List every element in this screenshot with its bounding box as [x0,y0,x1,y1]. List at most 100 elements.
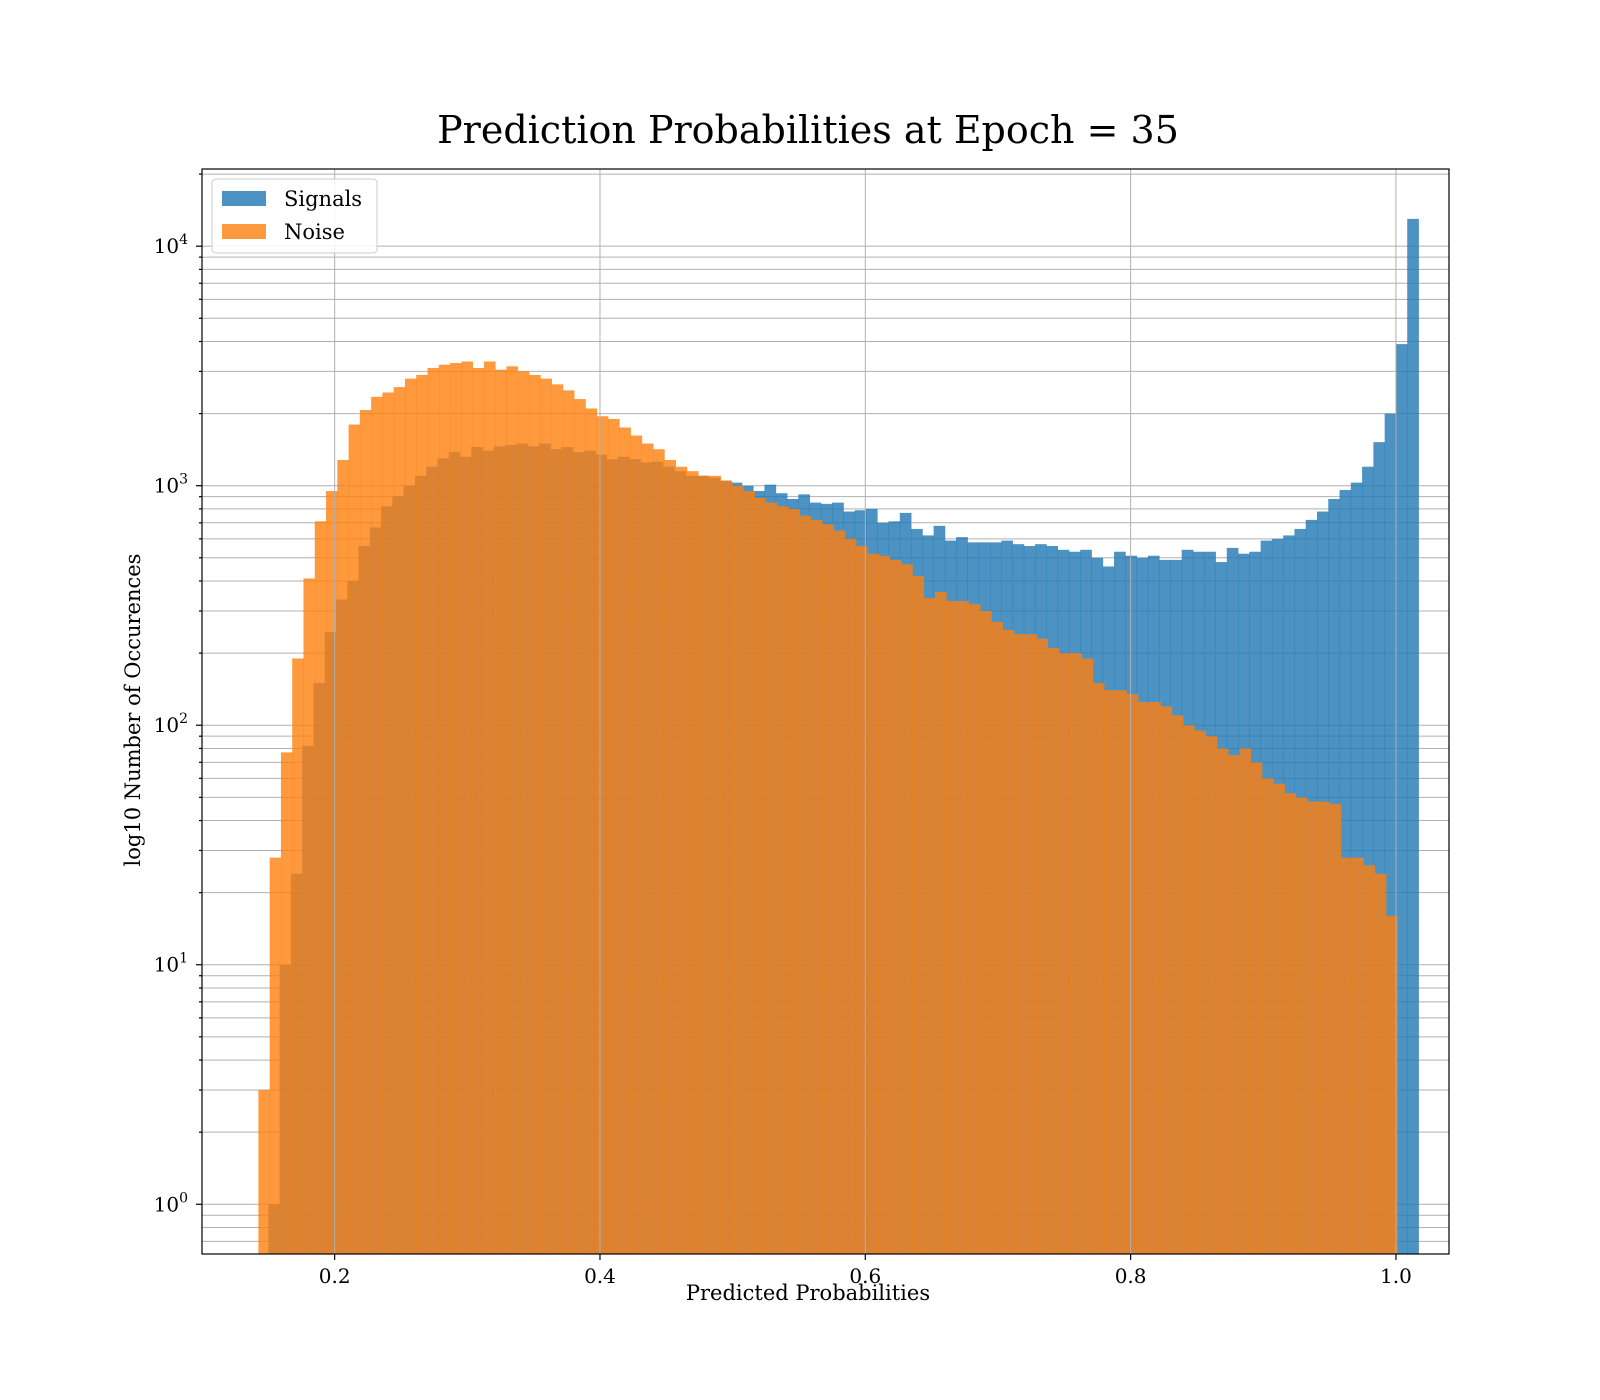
bar-noise [777,506,789,1254]
bar-noise [844,538,857,1254]
bar-noise [980,610,992,1254]
y-tick-label: 101 [154,951,188,977]
bar-noise [371,396,383,1254]
bar-signals [1384,413,1397,1255]
bar-noise [1149,702,1161,1254]
bar-noise [517,371,530,1255]
bar-noise [574,399,586,1254]
bar-noise [337,460,349,1254]
bar-noise [1058,653,1071,1254]
y-tick-label: 104 [154,232,188,258]
bar-noise [754,497,767,1254]
bar-noise [934,591,947,1254]
bar-noise [889,559,902,1254]
bar-noise [1284,793,1297,1254]
bar-noise [393,387,406,1254]
bar-noise [1070,653,1082,1254]
bar-noise [495,369,507,1254]
bar-noise [348,424,361,1254]
x-tick-label: 0.2 [319,1264,351,1288]
bar-noise [991,621,1004,1254]
bar-noise [427,368,440,1254]
legend-label-noise: Noise [284,220,345,244]
bar-noise [1295,797,1308,1254]
bar-noise [472,368,485,1254]
bar-noise [607,418,620,1254]
bar-noise [1104,690,1116,1254]
y-tick-label: 103 [154,472,188,498]
bar-noise [720,480,733,1254]
x-tick-label: 0.8 [1115,1264,1147,1288]
bar-noise [822,524,834,1254]
bar-noise [529,374,541,1254]
bar-noise [1194,730,1206,1254]
bar-noise [1160,706,1173,1254]
bar-noise [551,384,564,1255]
bar-noise [799,515,812,1254]
bar-noise [1329,803,1342,1254]
bar-noise [303,578,316,1254]
bar-noise [810,519,823,1254]
bar-noise [619,427,631,1254]
y-tick-label: 102 [154,711,188,737]
bar-noise [1318,801,1331,1254]
bar-noise [867,553,879,1254]
bar-signals [1373,442,1386,1254]
bar-noise [359,410,372,1254]
bar-noise [912,575,925,1254]
bar-noise [1216,748,1229,1254]
bar-noise [630,435,643,1254]
bar-noise [833,530,846,1254]
bar-noise [1081,658,1094,1254]
bar-noise [461,361,474,1254]
bar-noise [1183,725,1195,1254]
bar-noise [1137,702,1150,1254]
bar-noise [1250,762,1263,1254]
bar-signals [1362,466,1374,1254]
bar-noise [1092,683,1105,1254]
x-axis-label: Predicted Probabilities [686,1281,930,1305]
bar-noise [1171,715,1184,1254]
x-tick-label: 1.0 [1380,1264,1412,1288]
bar-noise [506,366,519,1255]
bar-noise [292,658,304,1254]
bar-noise [1340,857,1353,1254]
bar-noise [1363,865,1376,1254]
bar-noise [1385,915,1398,1254]
bar-noise [326,491,338,1254]
bar-noise [641,443,654,1255]
bar-noise [483,361,496,1254]
bar-noise [923,597,936,1254]
bar-noise [709,475,722,1254]
bar-noise [653,449,665,1254]
bar-noise [664,460,676,1254]
x-tick-label: 0.6 [849,1264,881,1288]
bar-noise [731,485,744,1255]
bar-noise [1307,801,1319,1254]
bar-noise [957,601,970,1254]
bar-noise [416,374,428,1254]
grid-vertical-overlay [334,169,1397,1254]
bar-noise [314,521,327,1254]
bar-noise [1374,873,1387,1254]
bar-noise [269,857,282,1254]
bar-noise [1002,629,1015,1254]
bar-noise [1273,783,1285,1254]
bar-noise [686,471,699,1254]
plot-frame [201,168,1450,1255]
bar-signals [1407,218,1419,1255]
bar-noise [856,546,868,1254]
bar-noise [596,416,609,1255]
bar-noise [788,508,801,1254]
bar-signals [1395,344,1408,1255]
bars [258,218,1419,1255]
bar-noise [1228,755,1240,1254]
bar-noise [675,466,688,1254]
bar-noise [1205,736,1218,1254]
bar-noise [258,1089,271,1254]
bar-noise [438,364,451,1254]
legend-swatch-signals [222,191,266,206]
bar-noise [901,564,913,1254]
bar-noise [1261,778,1274,1254]
bar-noise [1115,690,1128,1254]
